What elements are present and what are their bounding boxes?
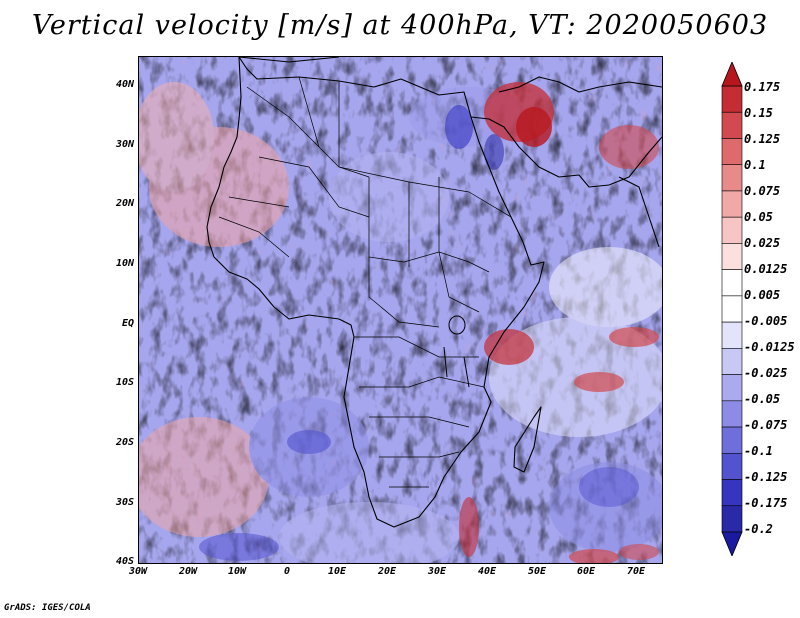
colorbar-label-4: 0.075 [744,184,781,198]
mediterranean-coastline [238,57,340,63]
colorbar-box [721,452,743,480]
colorbar-box [721,321,743,349]
colorbar-box [721,426,743,454]
lat-label-40n: 40N [115,79,134,90]
colorbar-box [721,164,743,192]
colorbar-box [721,505,743,533]
lon-label-20w: 20W [178,566,198,577]
colorbar-label-0: 0.175 [744,80,781,94]
lon-label-40e: 40E [477,566,497,577]
country-borders [218,76,512,488]
lat-label-10s: 10S [115,377,134,388]
lakes [443,315,470,388]
colorbar-top-arrow [721,62,743,87]
colorbar-label-8: 0.005 [744,288,781,302]
colorbar-box [721,190,743,218]
lon-label-60e: 60E [576,566,596,577]
colorbar-label-9: -0.005 [744,314,788,328]
lat-label-10n: 10N [115,258,134,269]
colorbar-box [721,111,743,139]
colorbar-bottom-arrow [721,531,743,556]
colorbar-label-14: -0.1 [744,444,773,458]
colorbar [721,62,743,556]
lon-label-20e: 20E [377,566,397,577]
colorbar-box [721,243,743,270]
india-coastline [618,176,660,248]
lat-label-30s: 30S [115,497,134,508]
colorbar-label-5: 0.05 [744,210,773,224]
colorbar-label-13: -0.075 [744,418,788,432]
coastlines [206,57,662,528]
lon-label-10w: 10W [227,566,247,577]
lon-label-0: 0 [283,566,291,577]
lat-label-40s: 40S [115,556,134,567]
colorbar-label-3: 0.1 [744,158,766,172]
colorbar-box [721,85,743,113]
colorbar-label-17: -0.2 [744,522,773,536]
lat-label-30n: 30N [115,139,134,150]
madagascar-coastline [513,406,542,473]
lon-label-70e: 70E [626,566,646,577]
regional-patches [139,82,662,563]
credit-text: GrADS: IGES/COLA [4,603,91,613]
colorbar-box [721,138,743,166]
lon-label-30e: 30E [427,566,447,577]
colorbar-label-15: -0.125 [744,470,788,484]
colorbar-label-16: -0.175 [744,496,788,510]
arabia-coastline [470,116,662,188]
colorbar-label-2: 0.125 [744,132,781,146]
colorbar-box [721,348,743,375]
colorbar-label-10: -0.0125 [744,340,795,354]
colorbar-box [721,479,743,507]
colorbar-box [721,374,743,402]
colorbar-box [721,216,743,244]
colorbar-label-11: -0.025 [744,366,788,380]
lon-label-10e: 10E [327,566,347,577]
lat-label-20n: 20N [115,198,134,209]
chart-title: Vertical velocity [m/s] at 400hPa, VT: 2… [31,10,769,41]
colorbar-label-1: 0.15 [744,106,773,120]
lat-label-eq: EQ [121,318,134,329]
middle-east-coastline [498,76,662,93]
lat-label-20s: 20S [115,437,134,448]
colorbar-label-12: -0.05 [744,392,781,406]
colorbar-box [721,269,743,297]
lon-label-30w: 30W [128,566,148,577]
strong-downdraft-areas [199,105,639,561]
lon-label-50e: 50E [527,566,547,577]
africa-coastline [206,57,545,528]
colorbar-label-7: 0.0125 [744,262,788,276]
colorbar-label-6: 0.025 [744,236,781,250]
colorbar-box [721,295,743,323]
colorbar-box [721,400,743,428]
vertical-velocity-field [139,57,662,563]
map-plot-area [138,56,663,564]
